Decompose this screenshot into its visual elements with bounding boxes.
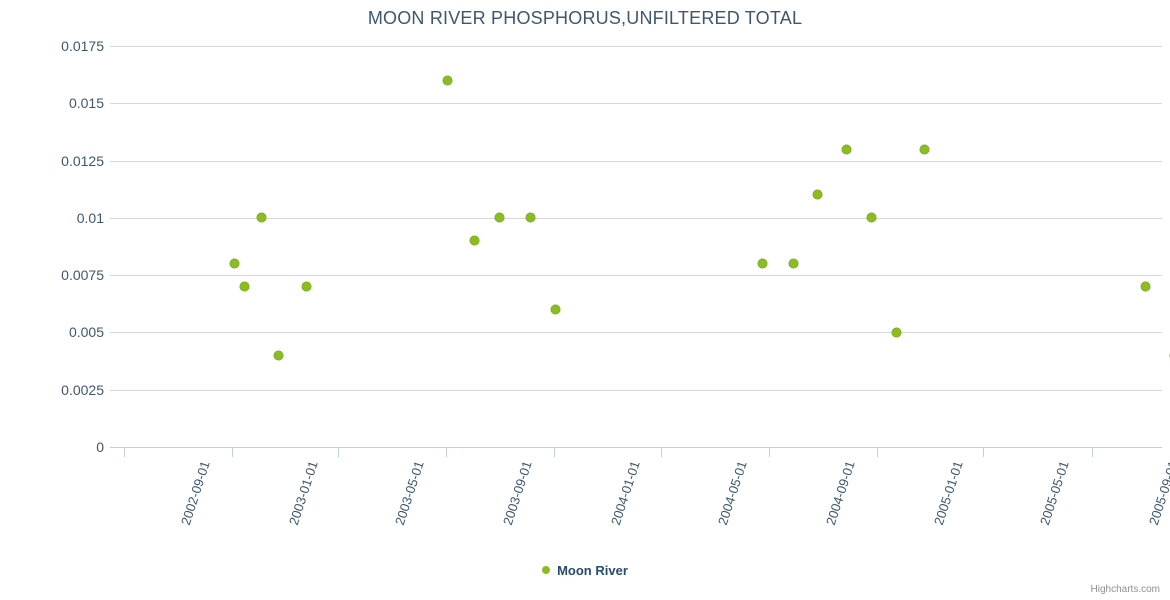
x-axis-tick xyxy=(877,448,879,457)
data-point[interactable] xyxy=(469,236,479,246)
y-axis-labels: 0 0.0025 0.005 0.0075 0.01 0.0125 0.015 0.0175 xyxy=(0,38,104,455)
data-point[interactable] xyxy=(495,213,505,223)
y-gridline xyxy=(110,46,1162,47)
x-axis-tick xyxy=(982,448,984,457)
x-axis-tick-label: 2003-05-01 xyxy=(391,459,427,527)
legend-marker-icon xyxy=(542,565,551,574)
data-point[interactable] xyxy=(789,259,799,269)
chart-title: MOON RIVER PHOSPHORUS,UNFILTERED TOTAL xyxy=(367,8,803,28)
x-axis-line xyxy=(110,447,1162,448)
data-point[interactable] xyxy=(256,213,266,223)
data-point[interactable] xyxy=(919,144,929,154)
y-axis-tick-label: 0.015 xyxy=(68,95,104,112)
x-axis-tick xyxy=(231,448,233,457)
x-axis-tick xyxy=(660,448,662,457)
y-gridline xyxy=(110,217,1162,219)
x-axis-tick-label: 2002-09-01 xyxy=(177,459,213,527)
data-point[interactable] xyxy=(891,327,901,337)
x-axis-tick xyxy=(553,448,555,457)
data-point[interactable] xyxy=(240,282,250,292)
y-gridline xyxy=(110,160,1162,162)
x-axis-tick-label: 2004-01-01 xyxy=(607,459,643,527)
x-axis-tick xyxy=(769,448,771,457)
y-axis-tick-label: 0 xyxy=(96,439,104,455)
x-axis-tick xyxy=(337,448,339,457)
data-point[interactable] xyxy=(1141,282,1151,292)
x-axis-tick-label: 2005-05-01 xyxy=(1036,459,1072,527)
x-axis-tick-label: 2004-09-01 xyxy=(823,459,859,527)
data-point[interactable] xyxy=(526,213,536,223)
credits-link[interactable]: Highcharts.com xyxy=(1090,584,1160,595)
y-axis-tick-label: 0.0025 xyxy=(61,381,104,398)
legend-item-moon-river[interactable]: Moon River xyxy=(542,562,628,578)
data-point[interactable] xyxy=(866,213,876,223)
x-axis-tick-label: 2005-01-01 xyxy=(930,459,966,527)
y-axis-tick-label: 0.0125 xyxy=(61,152,104,169)
plot-area xyxy=(110,46,1170,448)
data-point[interactable] xyxy=(443,75,453,85)
x-axis-tick-label: 2004-05-01 xyxy=(714,459,750,527)
data-point[interactable] xyxy=(550,305,560,314)
data-point[interactable] xyxy=(842,144,852,154)
y-axis-tick-label: 0.0175 xyxy=(61,38,104,54)
y-axis-tick-label: 0.005 xyxy=(68,324,104,341)
y-axis-tick-label: 0.01 xyxy=(76,209,104,226)
y-axis-tick-label: 0.0075 xyxy=(61,267,104,284)
data-point[interactable] xyxy=(813,190,823,200)
x-axis-tick-label: 2005-09-01 xyxy=(1145,459,1170,527)
data-point[interactable] xyxy=(229,259,239,269)
data-point[interactable] xyxy=(758,259,768,269)
data-point[interactable] xyxy=(273,350,283,360)
legend-item-label: Moon River xyxy=(557,563,628,579)
y-gridline xyxy=(110,389,1162,391)
x-axis-tick-label: 2003-09-01 xyxy=(500,459,535,527)
y-gridline xyxy=(110,103,1162,105)
y-gridline xyxy=(110,275,1162,277)
x-axis-tick xyxy=(124,448,125,457)
x-axis-tick xyxy=(1091,448,1093,457)
x-axis-tick-label: 2003-01-01 xyxy=(285,459,321,527)
data-point[interactable] xyxy=(301,282,311,292)
chart-legend: Moon River xyxy=(0,562,1170,578)
y-gridline xyxy=(110,332,1162,334)
x-axis-tick xyxy=(446,448,448,457)
